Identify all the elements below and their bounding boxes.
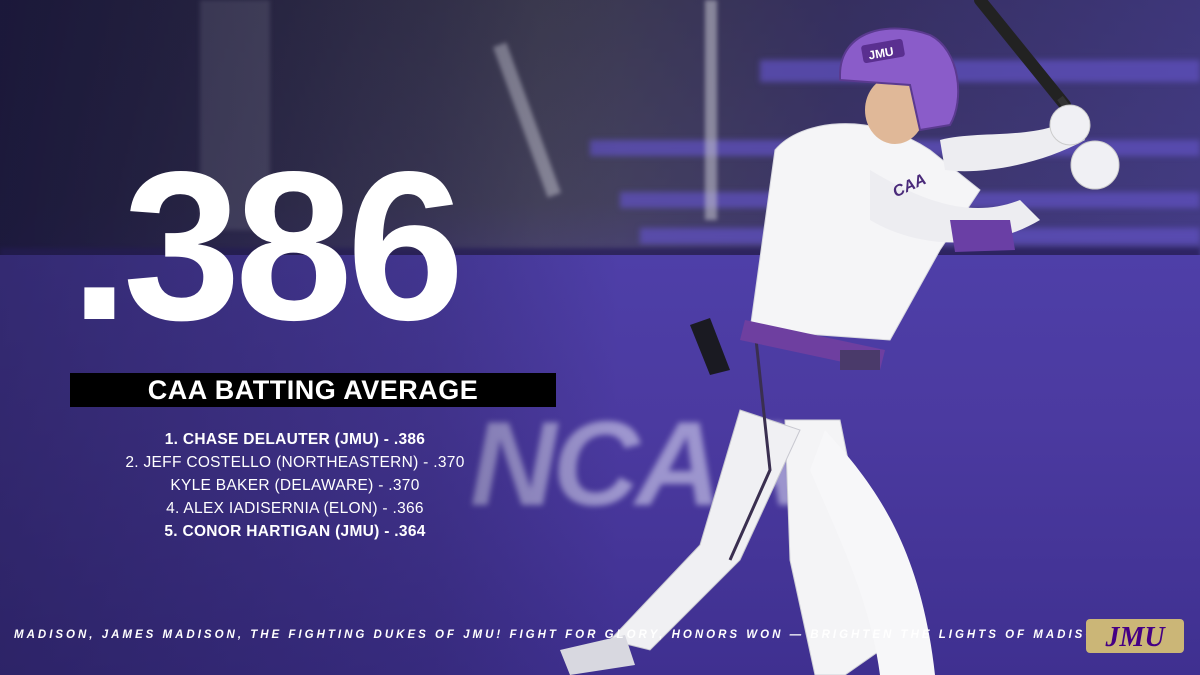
fight-song-ticker: MADISON, JAMES MADISON, THE FIGHTING DUK… — [14, 629, 1109, 641]
leader-row: 5. CONOR HARTIGAN (JMU) - .364 — [164, 523, 426, 540]
leaderboard: 1. CHASE DELAUTER (JMU) - .386 2. JEFF C… — [60, 428, 530, 543]
helmet-logo-plate — [861, 38, 905, 64]
bat — [974, 0, 1071, 111]
stat-label: CAA BATTING AVERAGE — [147, 374, 479, 405]
logo-text: JMU — [1104, 622, 1166, 653]
back-arm — [940, 120, 1085, 172]
batter-illustration: JMU CAA — [560, 0, 1120, 675]
leader-row: 2. JEFF COSTELLO (NORTHEASTERN) - .370 — [125, 454, 465, 471]
stair-rail — [705, 0, 717, 220]
jmu-logo: JMU — [1086, 619, 1184, 653]
belt-buckle — [840, 350, 880, 370]
helmet-logo: JMU — [867, 44, 894, 62]
cleat — [560, 635, 635, 675]
left-shade — [0, 0, 620, 675]
leader-row: 1. CHASE DELAUTER (JMU) - .386 — [164, 431, 426, 448]
elbow-guard — [950, 220, 1015, 252]
logo-backplate — [1086, 619, 1184, 653]
big-stat-value: .386 — [70, 127, 465, 364]
batting-glove — [690, 318, 730, 375]
leader-row: 4. ALEX IADISERNIA (ELON) - .366 — [166, 500, 424, 517]
front-leg — [609, 409, 801, 651]
face — [865, 76, 925, 144]
top-glove — [1049, 104, 1091, 146]
leader-row: KYLE BAKER (DELAWARE) - .370 — [170, 477, 420, 494]
bottom-glove — [1070, 140, 1120, 190]
pants-stripe — [728, 329, 772, 561]
stat-label-banner: CAA BATTING AVERAGE — [70, 373, 556, 407]
right-leg — [810, 430, 935, 675]
